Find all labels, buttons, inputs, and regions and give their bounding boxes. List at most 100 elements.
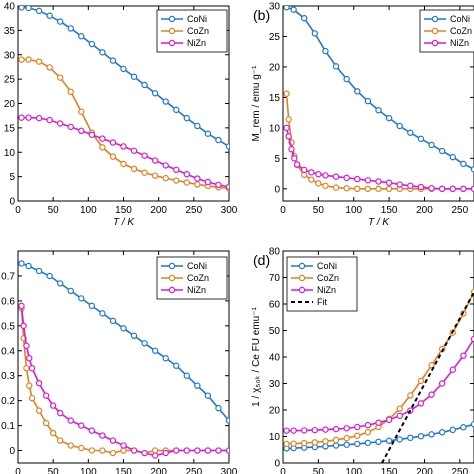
x-axis-label: T / K bbox=[113, 217, 135, 228]
y-tick-label: 0.7 bbox=[1, 271, 15, 282]
legend-marker-NiZn bbox=[168, 39, 176, 47]
data-point-CoNi bbox=[183, 114, 190, 122]
data-point-NiZn bbox=[322, 426, 329, 433]
data-point-NiZn bbox=[120, 143, 127, 150]
data-point-NiZn bbox=[162, 449, 169, 457]
data-point-NiZn bbox=[438, 380, 446, 387]
legend-label-CoZn: CoZn bbox=[187, 273, 209, 283]
data-point-CoZn bbox=[120, 160, 127, 168]
data-point-CoZn bbox=[18, 56, 25, 63]
data-point-CoNi bbox=[215, 136, 222, 144]
data-point-NiZn bbox=[99, 432, 106, 439]
data-point-NiZn bbox=[26, 355, 33, 362]
panel-b: 0 50 100 150 200 250 0 5 10 15 20 25 30 T / K M_rem / … bbox=[251, 2, 474, 228]
data-point-CoZn bbox=[332, 436, 340, 444]
data-point-NiZn bbox=[343, 174, 350, 182]
data-point-CoNi bbox=[18, 6, 25, 11]
legend-label-CoNi: CoNi bbox=[450, 14, 470, 24]
y-tick-label: 25 bbox=[4, 75, 16, 86]
data-point-CoNi bbox=[449, 153, 456, 161]
y-tick-label: 30 bbox=[269, 379, 281, 390]
y-tick-label: 15 bbox=[4, 123, 16, 134]
data-point-CoZn bbox=[308, 176, 315, 183]
x-tick-label: 250 bbox=[452, 205, 469, 216]
data-point-NiZn bbox=[283, 124, 290, 132]
legend-marker-CoNi bbox=[431, 15, 439, 23]
data-point-NiZn bbox=[194, 447, 201, 454]
legend-box bbox=[419, 9, 474, 53]
data-point-CoNi bbox=[460, 160, 467, 168]
panel-label: (d) bbox=[253, 252, 270, 268]
data-point-CoNi bbox=[396, 122, 403, 130]
data-point-CoZn bbox=[57, 437, 64, 444]
data-point-CoNi bbox=[162, 98, 169, 105]
data-point-CoNi bbox=[46, 12, 53, 19]
data-point-CoZn bbox=[25, 56, 32, 63]
data-point-NiZn bbox=[194, 175, 201, 182]
data-point-CoNi bbox=[301, 14, 308, 22]
data-point-CoNi bbox=[204, 130, 212, 137]
data-point-CoNi bbox=[141, 340, 148, 347]
data-point-CoZn bbox=[183, 179, 190, 186]
data-point-NiZn bbox=[141, 152, 148, 159]
y-tick-label: 0 bbox=[274, 459, 280, 470]
y-tick-label: 20 bbox=[269, 62, 281, 73]
data-point-NiZn bbox=[120, 442, 127, 449]
legend-label-CoNi: CoNi bbox=[187, 14, 207, 24]
data-point-CoNi bbox=[99, 49, 106, 56]
data-point-NiZn bbox=[343, 425, 350, 432]
y-tick-label: 0.3 bbox=[1, 371, 15, 382]
y-axis-label: 1 / χ₅₀ₖ / Ce FU emu⁻¹ bbox=[251, 307, 262, 407]
data-point-CoNi bbox=[225, 143, 229, 150]
data-point-CoZn bbox=[57, 74, 64, 81]
y-tick-label: 0 bbox=[9, 197, 15, 208]
data-point-CoZn bbox=[396, 405, 403, 412]
x-tick-label: 0 bbox=[280, 467, 286, 474]
y-tick-label: 30 bbox=[269, 2, 281, 13]
data-point-CoNi bbox=[375, 107, 382, 114]
data-point-NiZn bbox=[407, 182, 414, 189]
data-point-CoNi bbox=[428, 431, 435, 438]
data-point-NiZn bbox=[311, 426, 319, 434]
data-point-CoNi bbox=[173, 106, 180, 114]
legend-marker-NiZn bbox=[298, 286, 306, 294]
legend-marker-CoZn bbox=[168, 274, 176, 282]
data-point-NiZn bbox=[25, 114, 32, 121]
legend-label-NiZn: NiZn bbox=[450, 38, 469, 48]
x-tick-label: 100 bbox=[345, 205, 362, 216]
y-tick-label: 10 bbox=[4, 148, 16, 159]
data-point-CoNi bbox=[88, 40, 96, 48]
data-point-CoZn bbox=[385, 185, 393, 193]
x-tick-label: 200 bbox=[150, 467, 167, 474]
data-point-NiZn bbox=[396, 181, 403, 188]
data-point-NiZn bbox=[225, 447, 229, 454]
data-point-CoNi bbox=[290, 6, 297, 13]
y-tick-label: 10 bbox=[269, 123, 281, 134]
data-point-CoNi bbox=[35, 267, 43, 275]
data-point-NiZn bbox=[20, 322, 27, 330]
x-tick-label: 300 bbox=[221, 205, 238, 216]
x-tick-label: 150 bbox=[115, 205, 132, 216]
data-point-CoNi bbox=[173, 362, 180, 369]
data-point-CoZn bbox=[173, 177, 180, 184]
data-point-CoNi bbox=[130, 332, 138, 339]
data-point-NiZn bbox=[428, 391, 435, 398]
data-point-CoNi bbox=[343, 75, 350, 83]
data-point-CoZn bbox=[49, 429, 57, 437]
data-point-NiZn bbox=[78, 127, 85, 134]
y-tick-label: 5 bbox=[9, 172, 15, 183]
legend-label-NiZn: NiZn bbox=[187, 285, 206, 295]
data-point-NiZn bbox=[35, 114, 43, 122]
data-point-CoZn bbox=[301, 439, 308, 447]
legend-marker-CoZn bbox=[431, 27, 439, 35]
data-point-CoZn bbox=[315, 180, 322, 187]
y-tick-label: 15 bbox=[269, 93, 281, 104]
data-point-CoNi bbox=[57, 280, 64, 287]
data-point-CoZn bbox=[283, 440, 290, 448]
data-point-CoZn bbox=[332, 184, 340, 191]
data-point-CoZn bbox=[354, 432, 361, 439]
data-point-CoZn bbox=[78, 108, 85, 115]
data-point-NiZn bbox=[449, 366, 456, 373]
data-point-CoNi bbox=[204, 392, 212, 399]
